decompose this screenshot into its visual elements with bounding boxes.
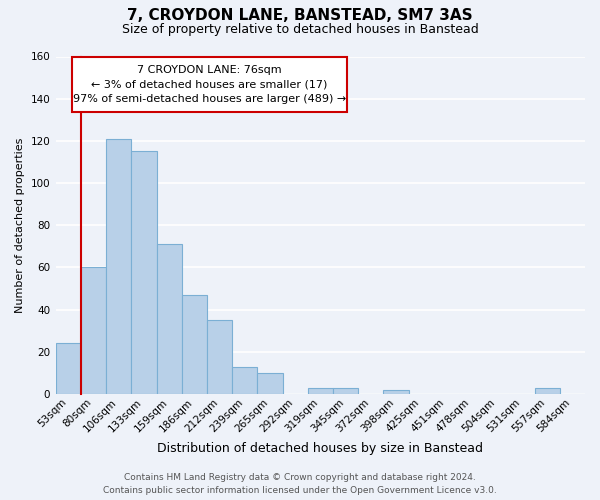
Text: 7, CROYDON LANE, BANSTEAD, SM7 3AS: 7, CROYDON LANE, BANSTEAD, SM7 3AS [127,8,473,22]
Bar [257,373,283,394]
Bar [232,366,257,394]
Y-axis label: Number of detached properties: Number of detached properties [15,138,25,313]
Bar [535,388,560,394]
X-axis label: Distribution of detached houses by size in Banstead: Distribution of detached houses by size … [157,442,484,455]
Bar [333,388,358,394]
Text: 7 CROYDON LANE: 76sqm
← 3% of detached houses are smaller (17)
97% of semi-detac: 7 CROYDON LANE: 76sqm ← 3% of detached h… [73,64,346,104]
Bar [131,152,157,394]
Text: Size of property relative to detached houses in Banstead: Size of property relative to detached ho… [122,22,478,36]
Bar [106,139,131,394]
FancyBboxPatch shape [72,56,347,112]
Bar [56,344,81,394]
Text: Contains HM Land Registry data © Crown copyright and database right 2024.
Contai: Contains HM Land Registry data © Crown c… [103,474,497,495]
Bar [81,268,106,394]
Bar [157,244,182,394]
Bar [383,390,409,394]
Bar [207,320,232,394]
Bar [182,295,207,394]
Bar [308,388,333,394]
